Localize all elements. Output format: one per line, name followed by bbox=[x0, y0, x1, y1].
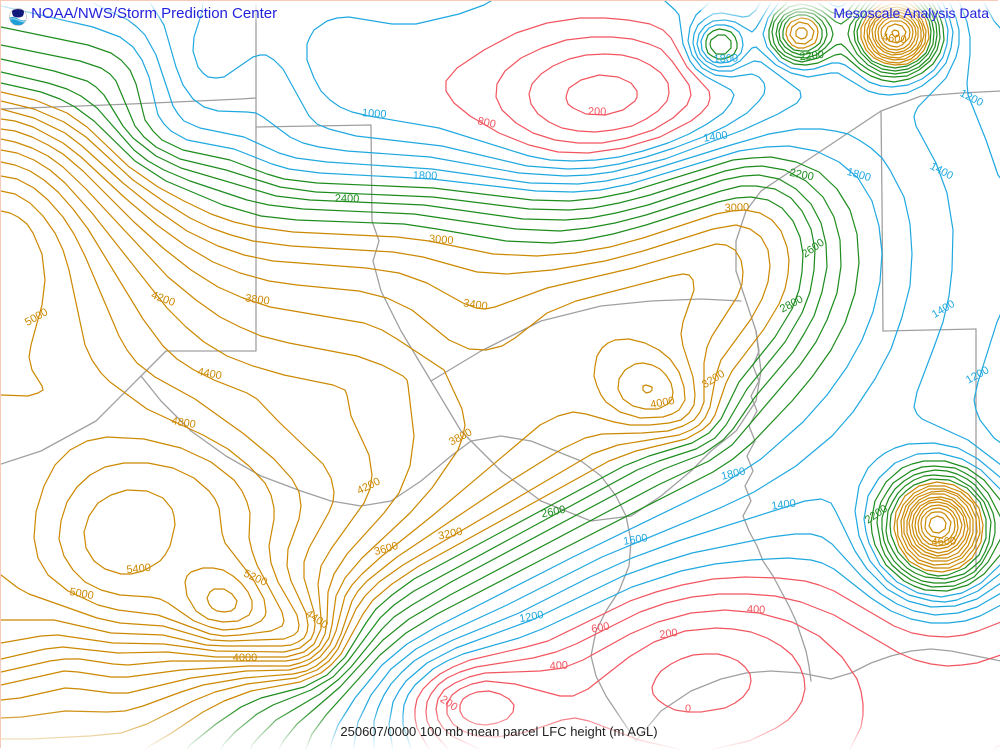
svg-text:3000: 3000 bbox=[724, 202, 749, 215]
svg-text:2200: 2200 bbox=[799, 49, 825, 63]
svg-text:5400: 5400 bbox=[126, 562, 152, 576]
svg-text:1000: 1000 bbox=[362, 107, 387, 121]
svg-text:4000: 4000 bbox=[233, 652, 257, 664]
svg-text:4600: 4600 bbox=[931, 535, 956, 548]
svg-text:200: 200 bbox=[659, 627, 679, 641]
svg-text:3000: 3000 bbox=[429, 233, 454, 247]
svg-text:1800: 1800 bbox=[413, 170, 438, 183]
svg-text:400: 400 bbox=[747, 604, 766, 617]
svg-text:200: 200 bbox=[588, 106, 607, 118]
svg-text:1800: 1800 bbox=[713, 52, 738, 65]
svg-text:2400: 2400 bbox=[335, 193, 360, 205]
svg-text:400: 400 bbox=[549, 660, 568, 673]
svg-text:4600: 4600 bbox=[882, 32, 908, 46]
